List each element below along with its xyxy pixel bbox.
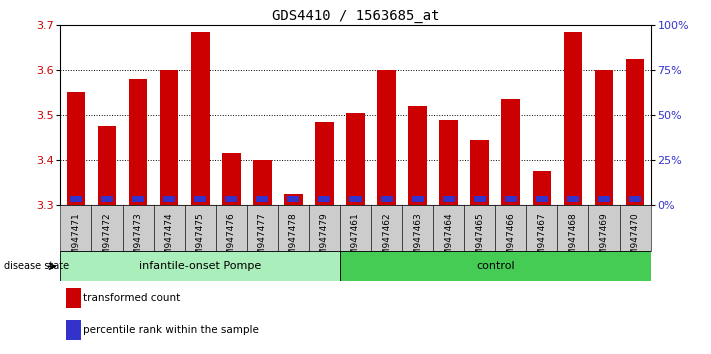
Text: control: control — [476, 261, 515, 272]
Bar — [194, 196, 206, 202]
Text: GSM947468: GSM947468 — [568, 212, 577, 267]
Text: GSM947473: GSM947473 — [134, 212, 143, 267]
Bar — [598, 196, 610, 202]
Bar — [474, 196, 486, 202]
Bar — [629, 196, 641, 202]
Bar — [222, 153, 240, 205]
Bar — [594, 70, 614, 205]
Bar — [247, 205, 278, 251]
Bar — [443, 196, 455, 202]
Bar — [626, 59, 644, 205]
Text: GSM947479: GSM947479 — [320, 212, 329, 267]
Bar — [225, 196, 237, 202]
Bar — [378, 70, 396, 205]
Bar — [309, 205, 340, 251]
Bar — [67, 92, 85, 205]
Bar — [589, 205, 619, 251]
Bar — [501, 99, 520, 205]
Text: transformed count: transformed count — [82, 293, 180, 303]
Bar — [287, 196, 299, 202]
Bar — [533, 171, 551, 205]
Text: percentile rank within the sample: percentile rank within the sample — [82, 325, 258, 335]
Bar — [215, 205, 247, 251]
Bar — [526, 205, 557, 251]
Bar — [464, 205, 496, 251]
Bar — [496, 205, 526, 251]
Bar — [278, 205, 309, 251]
Text: GSM947474: GSM947474 — [165, 212, 173, 267]
Text: GSM947467: GSM947467 — [538, 212, 546, 267]
Bar — [340, 205, 371, 251]
Bar — [349, 196, 362, 202]
Bar — [70, 196, 82, 202]
Bar — [66, 320, 81, 340]
Bar — [471, 140, 489, 205]
Bar — [380, 196, 392, 202]
Bar — [66, 288, 81, 308]
Bar — [256, 196, 268, 202]
Bar — [408, 106, 427, 205]
Bar — [567, 196, 579, 202]
Bar — [433, 205, 464, 251]
Text: GSM947461: GSM947461 — [351, 212, 360, 267]
Bar — [284, 194, 303, 205]
Text: GSM947469: GSM947469 — [599, 212, 609, 267]
Bar — [319, 196, 331, 202]
Bar — [315, 122, 333, 205]
Bar — [505, 196, 517, 202]
Text: GSM947464: GSM947464 — [444, 212, 453, 267]
Bar — [619, 205, 651, 251]
Text: GSM947472: GSM947472 — [102, 212, 112, 267]
Text: GSM947475: GSM947475 — [196, 212, 205, 267]
Bar — [132, 196, 144, 202]
Text: GSM947476: GSM947476 — [227, 212, 236, 267]
Text: GSM947465: GSM947465 — [475, 212, 484, 267]
Bar — [185, 205, 215, 251]
Bar — [557, 205, 589, 251]
Text: GSM947471: GSM947471 — [72, 212, 80, 267]
Bar — [564, 32, 582, 205]
Bar — [412, 196, 424, 202]
Bar — [402, 205, 433, 251]
Bar — [122, 205, 154, 251]
Bar — [160, 70, 178, 205]
Bar — [154, 205, 185, 251]
Text: GSM947463: GSM947463 — [413, 212, 422, 267]
Bar — [253, 160, 272, 205]
Text: disease state: disease state — [4, 261, 69, 272]
Bar — [101, 196, 113, 202]
Text: GSM947478: GSM947478 — [289, 212, 298, 267]
Bar — [60, 251, 340, 281]
Text: GSM947462: GSM947462 — [382, 212, 391, 267]
Bar — [346, 113, 365, 205]
Bar — [92, 205, 122, 251]
Bar — [340, 251, 651, 281]
Bar — [536, 196, 548, 202]
Text: GSM947470: GSM947470 — [631, 212, 639, 267]
Text: GSM947477: GSM947477 — [258, 212, 267, 267]
Text: GSM947466: GSM947466 — [506, 212, 515, 267]
Bar — [371, 205, 402, 251]
Bar — [163, 196, 175, 202]
Bar — [191, 32, 210, 205]
Bar — [439, 120, 458, 205]
Text: infantile-onset Pompe: infantile-onset Pompe — [139, 261, 262, 272]
Text: GDS4410 / 1563685_at: GDS4410 / 1563685_at — [272, 9, 439, 23]
Bar — [97, 126, 117, 205]
Bar — [129, 79, 147, 205]
Bar — [60, 205, 92, 251]
